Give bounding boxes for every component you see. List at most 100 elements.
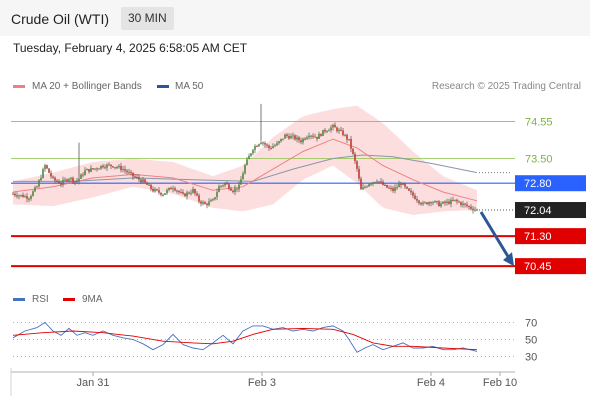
candle-body — [132, 172, 134, 177]
candle-body — [268, 145, 270, 149]
candle-body — [228, 184, 230, 189]
candle-body — [152, 188, 154, 192]
candle-body — [404, 183, 406, 187]
candle-body — [426, 202, 428, 205]
candle-body — [420, 202, 422, 205]
candle-body — [272, 146, 274, 149]
candle-body — [458, 201, 460, 203]
candle-body — [374, 181, 376, 183]
ma9-legend-label: 9MA — [82, 294, 103, 305]
candle-body — [346, 134, 348, 140]
candle-body — [126, 170, 128, 173]
candle-body — [12, 193, 14, 195]
ma9-legend-swatch — [63, 298, 75, 301]
candle-body — [208, 201, 210, 206]
candle-body — [146, 182, 148, 185]
candle-body — [56, 180, 58, 182]
ma20-line — [12, 138, 478, 202]
candle-body — [236, 188, 238, 190]
candle-body — [140, 179, 142, 183]
candle-body — [218, 186, 220, 193]
candle-body — [178, 190, 180, 193]
candle-body — [462, 203, 464, 206]
candle-body — [282, 138, 284, 140]
candle-body — [414, 195, 416, 200]
candle-body — [196, 193, 198, 196]
candle-body — [306, 137, 308, 140]
candle-body — [242, 173, 244, 180]
candle-body — [238, 184, 240, 190]
candle-body — [66, 179, 68, 182]
candle-body — [356, 161, 358, 169]
candle-body — [62, 179, 64, 185]
candle-body — [408, 188, 410, 191]
x-tick-label: Feb 3 — [248, 377, 276, 389]
candle-body — [410, 190, 412, 193]
level-label-72.80: 72.80 — [524, 178, 552, 190]
rsi-tick-label: 50 — [525, 335, 537, 347]
candle-body — [390, 187, 392, 189]
candle-body — [52, 176, 54, 178]
candle-body — [106, 164, 108, 168]
candle-body — [384, 184, 386, 186]
candle-body — [360, 178, 362, 190]
candle-body — [378, 181, 380, 183]
candle-body — [158, 190, 160, 193]
candle-body — [380, 181, 382, 183]
candle-body — [206, 203, 208, 206]
candle-body — [392, 188, 394, 191]
candle-body — [46, 165, 48, 169]
candle-body — [38, 180, 40, 187]
candle-body — [210, 200, 212, 202]
candle-body — [448, 201, 450, 204]
candle-body — [90, 168, 92, 172]
candle-body — [278, 141, 280, 144]
candle-body — [86, 169, 88, 171]
candle-body — [284, 134, 286, 139]
candle-body — [100, 165, 102, 169]
candle-body — [402, 183, 404, 185]
x-tick-label: Jan 31 — [76, 377, 109, 389]
candle-body — [252, 149, 254, 154]
candle-body — [466, 204, 468, 207]
candle-body — [340, 129, 342, 131]
level-box-71.30 — [515, 228, 586, 245]
candle-body — [134, 176, 136, 178]
timestamp: Tuesday, February 4, 2025 6:58:05 AM CET — [13, 41, 248, 55]
candle-body — [172, 188, 174, 190]
candle-body — [40, 177, 42, 181]
candle-body — [144, 179, 146, 183]
candle-body — [194, 189, 196, 194]
ma50-legend-label: MA 50 — [175, 81, 204, 92]
candle-body — [44, 165, 46, 170]
candle-body — [98, 168, 100, 170]
candle-body — [262, 142, 264, 144]
rsi-tick-label: 30 — [525, 352, 537, 364]
ma50-legend-swatch — [157, 85, 169, 88]
candle-body — [128, 172, 130, 174]
candle-body — [438, 201, 440, 207]
candle-body — [28, 198, 30, 200]
candle-body — [406, 186, 408, 189]
candle-body — [166, 189, 168, 194]
candle-body — [198, 195, 200, 202]
candle-body — [318, 134, 320, 139]
timeframe-badge[interactable]: 30 MIN — [121, 7, 174, 30]
candle-body — [260, 142, 262, 145]
candle-body — [312, 135, 314, 137]
candle-body — [304, 138, 306, 140]
candle-body — [82, 174, 84, 176]
candle-body — [58, 181, 60, 184]
candle-body — [150, 184, 152, 189]
candle-body — [310, 135, 312, 137]
candle-body — [20, 194, 22, 196]
candle-body — [122, 169, 124, 171]
candle-body — [336, 127, 338, 132]
bollinger-band — [13, 105, 477, 215]
candle-body — [454, 199, 456, 201]
candle-body — [50, 172, 52, 177]
candle-body — [68, 179, 70, 182]
candle-body — [232, 190, 234, 193]
